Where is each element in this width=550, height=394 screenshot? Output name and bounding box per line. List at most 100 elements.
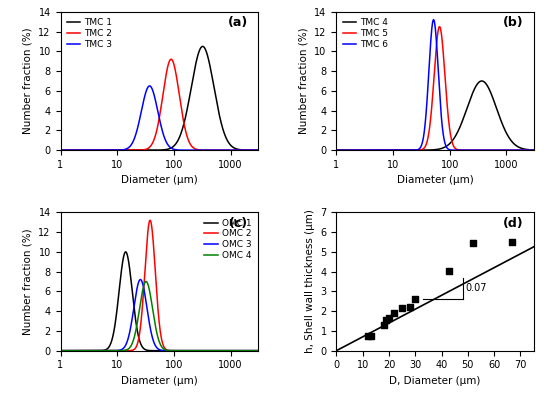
OMC 3 (133, 291, 139, 296)
OMC 2 (133, 345, 139, 349)
OMC 4 (229, 348, 236, 353)
TMC 3 (80, 148, 86, 152)
OMC 4 (254, 348, 261, 353)
TMC 3 (57, 148, 64, 152)
Text: (d): (d) (503, 217, 524, 230)
Point (366, 333, 375, 339)
TMC 2 (168, 57, 174, 61)
TMC 1 (229, 145, 236, 149)
OMC 3 (229, 348, 236, 353)
TMC 4 (478, 79, 485, 84)
OMC 2 (147, 218, 153, 223)
TMC 4 (409, 148, 415, 152)
OMC 1 (80, 348, 86, 353)
TMC 2 (133, 148, 139, 152)
Line: TMC 1: TMC 1 (60, 46, 257, 150)
OMC 2 (229, 348, 236, 353)
TMC 5 (505, 148, 512, 152)
OMC 3 (137, 277, 144, 282)
OMC 2 (57, 348, 64, 353)
OMC 3 (57, 348, 64, 353)
Text: (a): (a) (228, 16, 248, 29)
TMC 5 (417, 147, 424, 152)
Point (445, 268, 454, 274)
OMC 4 (250, 348, 257, 353)
TMC 6 (417, 145, 424, 150)
TMC 1 (57, 148, 64, 152)
Y-axis label: h, Shell wall thickness (μm): h, Shell wall thickness (μm) (305, 210, 315, 353)
OMC 1 (141, 347, 148, 351)
Line: OMC 4: OMC 4 (60, 281, 257, 351)
Line: OMC 2: OMC 2 (60, 220, 257, 351)
OMC 2 (250, 348, 257, 353)
OMC 4 (80, 348, 86, 353)
Point (382, 317, 390, 323)
TMC 2 (91, 148, 98, 152)
OMC 2 (141, 273, 148, 278)
TMC 1 (133, 148, 139, 152)
TMC 5 (526, 148, 533, 152)
OMC 1 (254, 348, 261, 353)
TMC 6 (526, 148, 533, 152)
X-axis label: D, Diameter (μm): D, Diameter (μm) (389, 376, 481, 386)
TMC 6 (367, 148, 374, 152)
TMC 5 (367, 148, 374, 152)
Legend: TMC 1, TMC 2, TMC 3: TMC 1, TMC 2, TMC 3 (65, 16, 114, 50)
Y-axis label: Number fraction (%): Number fraction (%) (23, 28, 33, 134)
TMC 2 (229, 148, 236, 152)
OMC 4 (143, 279, 150, 284)
X-axis label: Diameter (μm): Diameter (μm) (120, 175, 197, 186)
OMC 1 (250, 348, 257, 353)
TMC 6 (356, 148, 362, 152)
OMC 3 (250, 348, 257, 353)
OMC 4 (133, 327, 139, 332)
Line: OMC 3: OMC 3 (60, 279, 257, 351)
TMC 1 (199, 44, 206, 49)
Line: TMC 4: TMC 4 (337, 81, 534, 150)
Text: (c): (c) (229, 217, 248, 230)
OMC 2 (91, 348, 98, 353)
Text: 0.07: 0.07 (465, 283, 487, 294)
OMC 1 (91, 348, 98, 353)
X-axis label: Diameter (μm): Diameter (μm) (397, 175, 474, 186)
TMC 1 (254, 148, 261, 152)
Line: OMC 1: OMC 1 (60, 252, 257, 351)
X-axis label: Diameter (μm): Diameter (μm) (120, 376, 197, 386)
Y-axis label: Number fraction (%): Number fraction (%) (23, 228, 33, 335)
TMC 3 (91, 148, 98, 152)
TMC 3 (254, 148, 261, 152)
OMC 3 (141, 291, 148, 296)
Point (379, 322, 388, 328)
Point (364, 333, 372, 339)
OMC 1 (229, 348, 236, 353)
Point (469, 240, 477, 246)
OMC 2 (80, 348, 86, 353)
TMC 3 (229, 148, 236, 152)
Text: (b): (b) (503, 16, 524, 29)
TMC 2 (141, 147, 148, 152)
TMC 5 (333, 148, 340, 152)
Line: TMC 5: TMC 5 (337, 27, 534, 150)
Line: TMC 6: TMC 6 (337, 20, 534, 150)
Point (405, 304, 414, 310)
OMC 1 (57, 348, 64, 353)
OMC 4 (57, 348, 64, 353)
TMC 4 (526, 147, 533, 152)
OMC 1 (133, 321, 140, 326)
TMC 5 (436, 24, 443, 29)
TMC 6 (430, 17, 437, 22)
TMC 4 (417, 148, 424, 152)
TMC 5 (530, 148, 537, 152)
OMC 4 (91, 348, 98, 353)
Point (398, 305, 406, 311)
Line: TMC 2: TMC 2 (60, 59, 257, 150)
Legend: OMC 1, OMC 2, OMC 3, OMC 4: OMC 1, OMC 2, OMC 3, OMC 4 (203, 217, 253, 262)
TMC 2 (250, 148, 257, 152)
Point (411, 296, 420, 303)
TMC 2 (57, 148, 64, 152)
OMC 3 (91, 348, 98, 353)
TMC 2 (80, 148, 86, 152)
Point (390, 310, 399, 316)
TMC 3 (141, 94, 148, 99)
Line: TMC 3: TMC 3 (60, 86, 257, 150)
